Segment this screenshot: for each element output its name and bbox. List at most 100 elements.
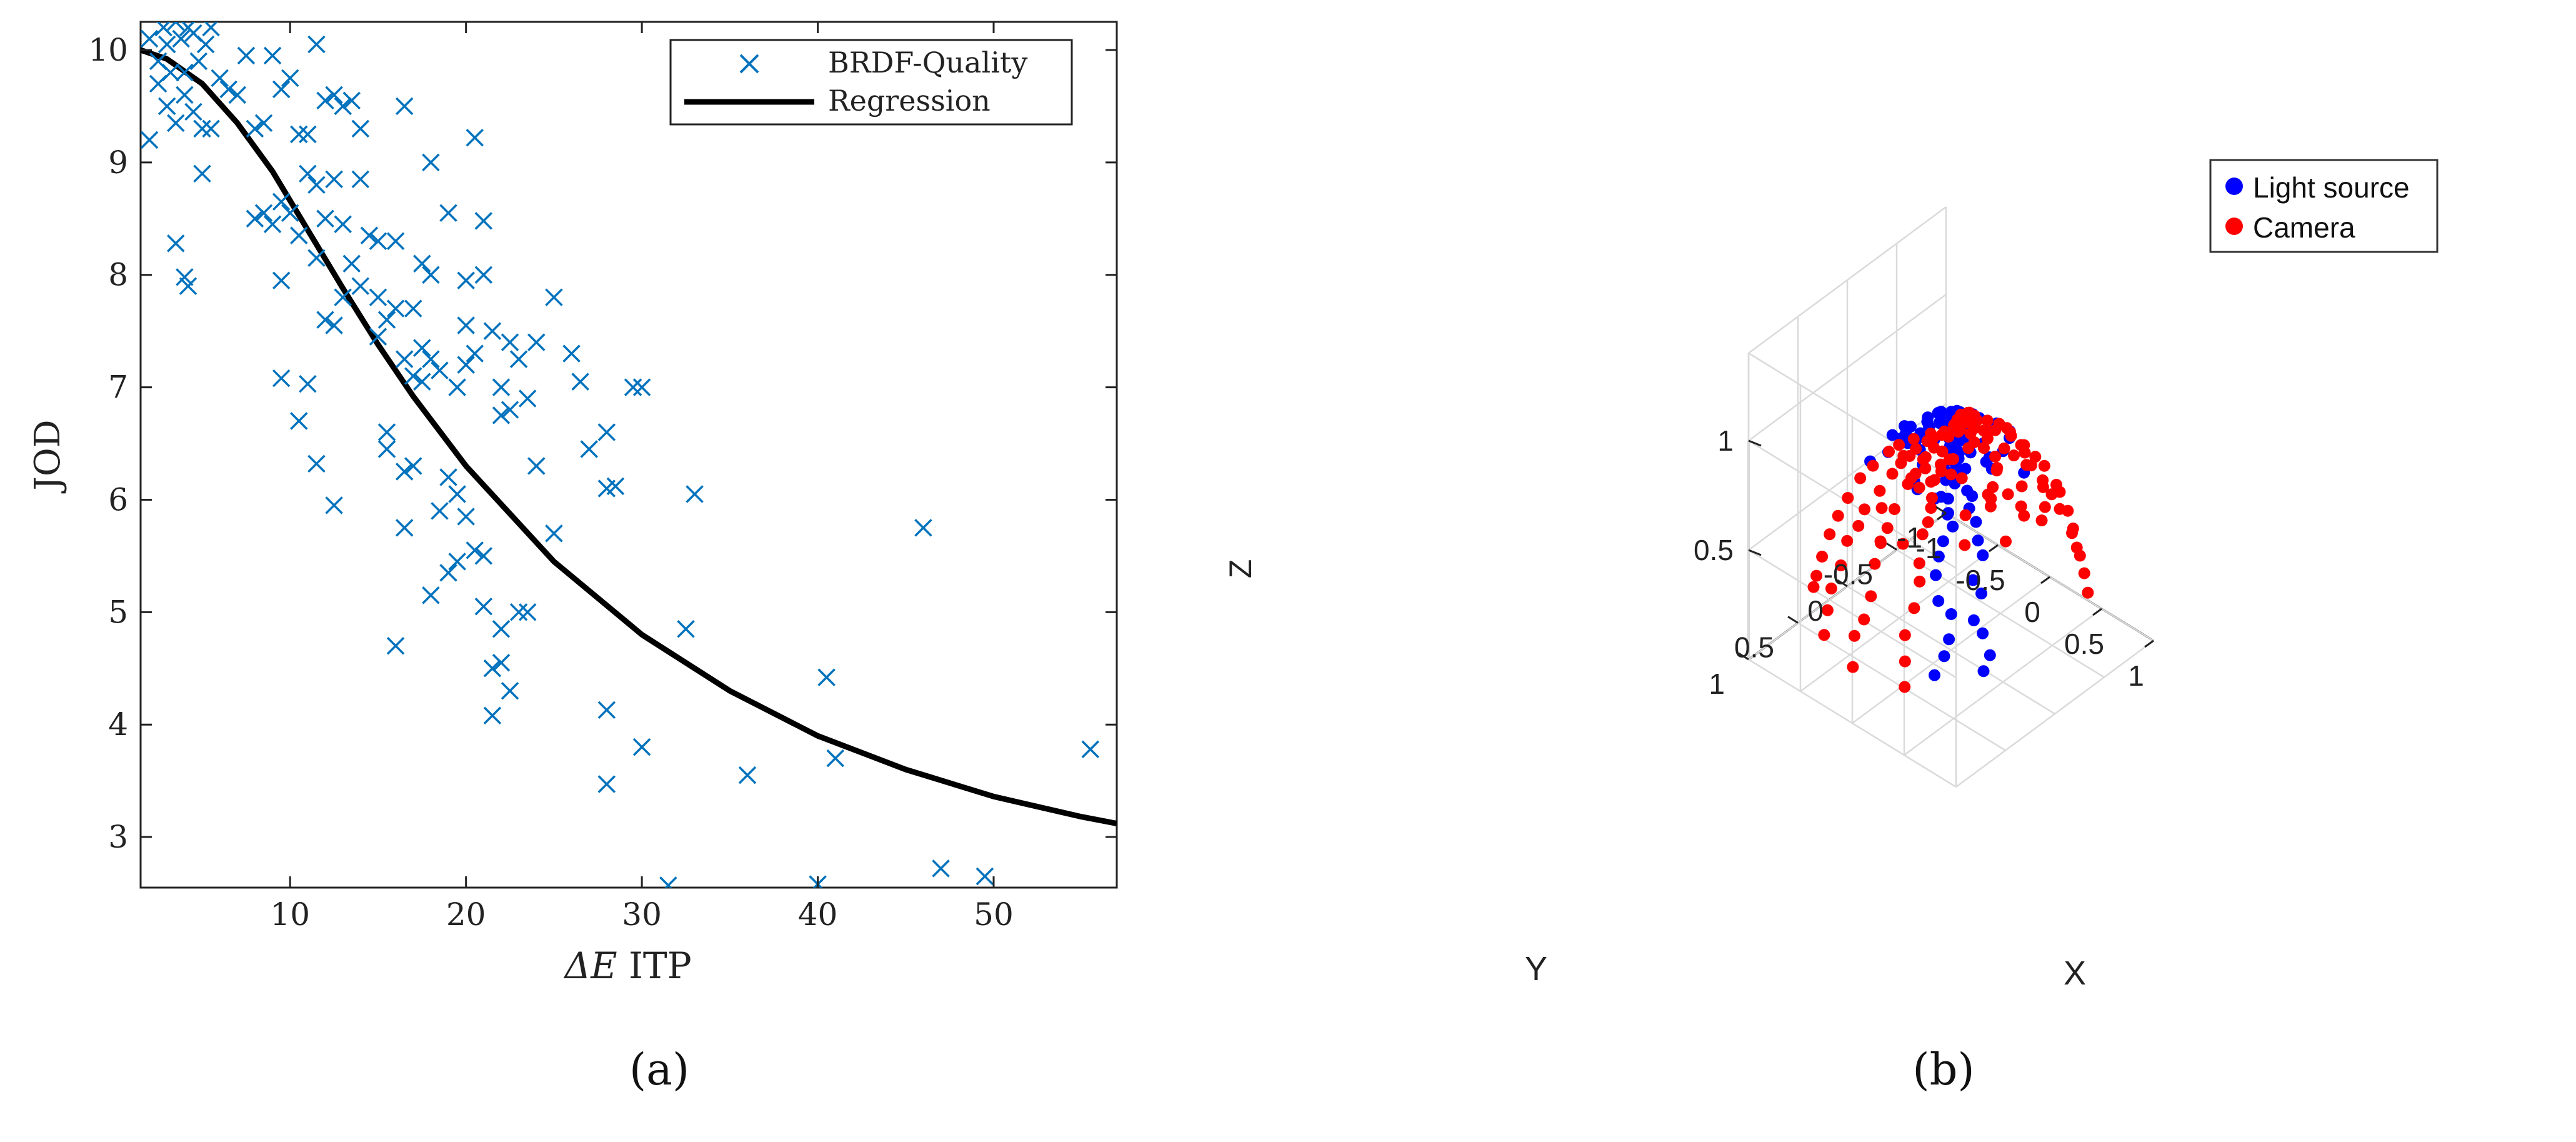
data-point xyxy=(457,356,475,374)
data-point xyxy=(176,63,194,82)
x-tick-label: -0.5 xyxy=(1955,564,2005,596)
data-point xyxy=(272,369,291,388)
y-tick-label: 6 xyxy=(108,481,128,518)
data-point xyxy=(413,339,431,357)
data-point xyxy=(386,299,405,318)
data-point xyxy=(334,288,352,306)
data-point xyxy=(377,440,396,458)
data-point xyxy=(518,389,537,408)
z-tick-label: 1 xyxy=(1717,424,1734,457)
light-source-point xyxy=(1975,588,1987,599)
camera-point xyxy=(1908,602,1920,614)
camera-point xyxy=(1921,435,1934,448)
data-point xyxy=(342,91,361,110)
data-point xyxy=(492,406,511,424)
camera-point xyxy=(1919,462,1932,474)
data-point xyxy=(369,328,387,346)
camera-point xyxy=(1982,488,1994,501)
camera-point xyxy=(1847,661,1859,673)
y-tick-label: -0.5 xyxy=(1824,558,1873,591)
data-point xyxy=(193,119,211,138)
camera-point xyxy=(1842,492,1854,504)
data-point xyxy=(154,22,172,37)
camera-point xyxy=(1922,516,1934,528)
data-point xyxy=(483,706,502,725)
camera-point xyxy=(1881,522,1894,534)
data-point xyxy=(196,35,215,54)
camera-point xyxy=(1825,583,1837,594)
z-tick-mark xyxy=(1748,549,1762,556)
data-point xyxy=(932,859,950,878)
light-source-point xyxy=(1972,534,1984,547)
data-point xyxy=(439,564,457,582)
data-point xyxy=(307,454,326,473)
data-point xyxy=(254,114,273,133)
camera-point xyxy=(1955,472,1968,484)
light-source-point xyxy=(1959,463,1972,475)
data-point xyxy=(141,29,159,48)
camera-point xyxy=(1859,503,1870,516)
light-source-point xyxy=(1933,417,1945,429)
light-source-point xyxy=(1943,633,1955,646)
data-point xyxy=(377,423,396,441)
x-tick-label: 20 xyxy=(446,896,486,933)
y-tick-label: 5 xyxy=(108,594,128,630)
data-point xyxy=(474,212,493,230)
data-point xyxy=(272,80,291,99)
data-point xyxy=(307,249,326,267)
camera-point xyxy=(1810,569,1823,582)
y-tick-mark xyxy=(1886,543,1897,551)
data-points xyxy=(1807,404,2094,693)
camera-point xyxy=(1935,465,1947,478)
camera-point xyxy=(2015,500,2027,513)
camera-point xyxy=(1807,581,1820,593)
data-point xyxy=(413,373,431,391)
x-tick-mark xyxy=(2092,608,2102,616)
data-point xyxy=(483,322,502,340)
x-tick-label: 40 xyxy=(798,896,838,933)
camera-point xyxy=(1816,551,1829,563)
data-point xyxy=(167,114,185,133)
camera-point xyxy=(2008,449,2020,462)
x-tick-label: 30 xyxy=(622,896,662,933)
data-point xyxy=(157,97,176,116)
y-tick-label: 7 xyxy=(108,369,128,406)
z-axis-label: Z xyxy=(1223,559,1258,579)
camera-point xyxy=(1925,502,1937,514)
light-source-point xyxy=(1970,516,1982,528)
data-point xyxy=(422,153,440,172)
z-tick-mark xyxy=(1748,439,1762,447)
data-point xyxy=(281,69,299,88)
camera-point xyxy=(1990,464,2003,477)
camera-point xyxy=(1998,442,2010,454)
x-tick-label: 0.5 xyxy=(2064,628,2104,660)
data-point xyxy=(509,603,528,621)
wall-grid-line xyxy=(1748,293,1947,442)
data-point xyxy=(439,204,457,223)
data-point xyxy=(817,668,836,686)
data-point xyxy=(422,266,440,284)
data-point xyxy=(237,46,256,65)
data-point xyxy=(157,35,176,54)
data-point xyxy=(422,586,440,604)
data-point xyxy=(179,277,197,295)
legend-marker-camera xyxy=(2225,218,2243,235)
data-point xyxy=(976,867,994,886)
camera-point xyxy=(1959,539,1971,551)
camera-point xyxy=(1852,519,1865,532)
camera-point xyxy=(1989,451,2002,463)
data-point xyxy=(307,35,326,54)
camera-point xyxy=(1897,538,1909,550)
data-point xyxy=(545,288,563,306)
camera-point xyxy=(1875,502,1888,514)
light-source-point xyxy=(1886,429,1899,441)
camera-point xyxy=(1867,459,1879,472)
data-point xyxy=(281,204,299,223)
data-point xyxy=(316,311,334,329)
z-tick-label: 0.5 xyxy=(1694,534,1734,566)
x-tick-mark xyxy=(1937,512,1947,521)
data-point xyxy=(228,86,247,104)
data-point xyxy=(597,701,616,719)
data-point xyxy=(395,463,414,481)
data-point xyxy=(597,775,616,793)
